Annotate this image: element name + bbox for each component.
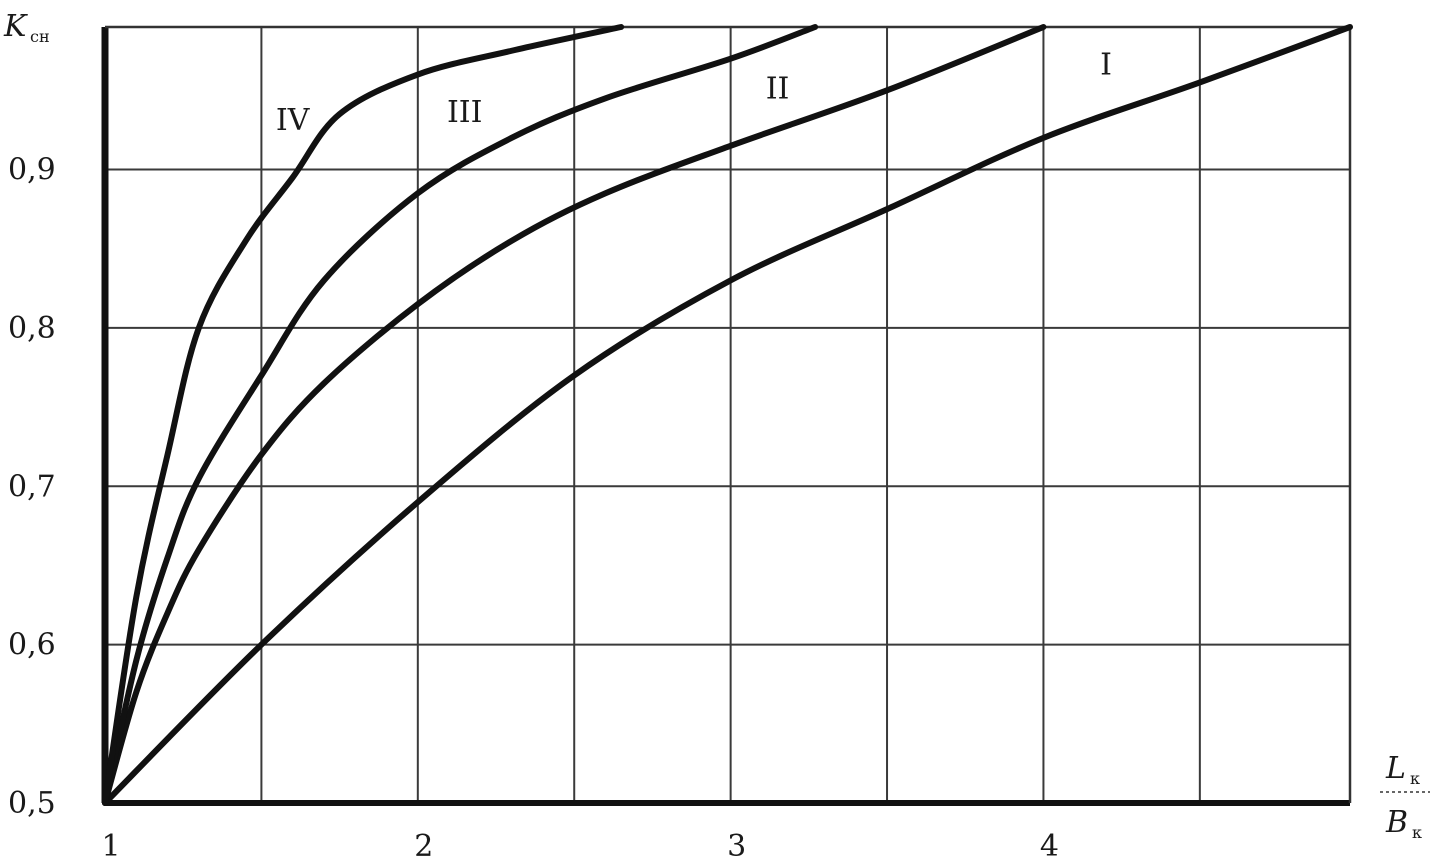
series-label-i: I — [1100, 48, 1112, 83]
y-tick-label: 0,7 — [8, 469, 56, 504]
series-label-iv: IV — [276, 103, 311, 138]
x-axis-label: L к B к — [1380, 751, 1430, 842]
x-tick-label: 4 — [1040, 829, 1059, 864]
plot-area — [105, 27, 1350, 803]
x-axis-label-denominator: B — [1385, 805, 1408, 840]
series-line-i — [102, 24, 1353, 806]
y-tick-label: 0,8 — [8, 311, 56, 346]
tick-labels: 1 2 3 4 0,5 0,6 0,7 0,8 0,9 — [8, 153, 1059, 864]
y-axis-label-sub: сн — [30, 27, 50, 46]
series-line-ii — [102, 24, 1047, 806]
series-group — [102, 24, 1353, 806]
series-label-iii: III — [447, 95, 483, 130]
y-tick-label: 0,5 — [8, 786, 56, 821]
series-line-iii — [102, 24, 819, 806]
x-axis-label-numerator-sub: к — [1410, 769, 1420, 788]
y-axis-label: K сн — [3, 9, 50, 46]
series-line-iv — [102, 24, 625, 806]
x-axis-label-denominator-sub: к — [1412, 823, 1422, 842]
x-axis-label-numerator: L — [1385, 751, 1406, 786]
x-tick-label: 3 — [727, 829, 746, 864]
y-tick-label: 0,6 — [8, 628, 56, 663]
grid — [105, 27, 1350, 803]
series-label-ii: II — [766, 71, 790, 106]
y-tick-label: 0,9 — [8, 153, 56, 188]
y-axis-label-main: K — [3, 9, 28, 44]
x-tick-label: 1 — [101, 829, 120, 864]
axes — [101, 25, 1352, 806]
x-tick-label: 2 — [414, 829, 433, 864]
